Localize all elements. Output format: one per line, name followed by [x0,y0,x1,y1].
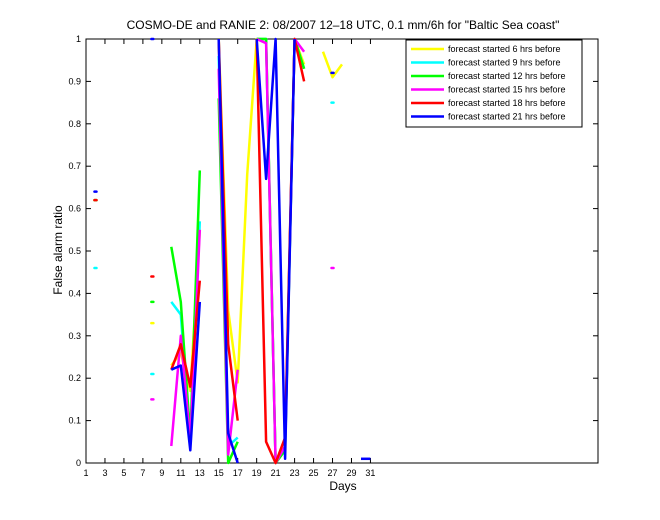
series-line [170,301,202,452]
series-line [255,37,296,461]
y-tick-label: 0.9 [68,76,81,86]
x-tick-label: 15 [214,468,224,478]
x-tick-label: 21 [271,468,281,478]
x-tick-label: 27 [328,468,338,478]
y-tick-label: 0.6 [68,204,81,214]
axis-ticks: 1 3 5 7 9 11 13 15 17 19 21 23 25 27 29 3100.10.20.30.4… [68,34,598,478]
x-tick-label: 13 [195,468,205,478]
legend-entry: forecast started 15 hrs before [448,85,566,95]
legend-entry: forecast started 9 hrs before [448,58,561,68]
y-tick-label: 0.8 [68,119,81,129]
x-tick-label: 9 [159,468,164,478]
legend-entry: forecast started 12 hrs before [448,71,566,81]
series-line [321,51,344,79]
x-tick-label: 25 [309,468,319,478]
x-tick-label: 31 [365,468,375,478]
x-tick-label: 29 [346,468,356,478]
y-tick-label: 0.3 [68,331,81,341]
y-tick-label: 0.4 [68,288,81,298]
y-axis-label: False alarm ratio [51,205,65,295]
y-tick-label: 0.5 [68,246,81,256]
x-tick-label: 7 [140,468,145,478]
x-tick-label: 1 [83,468,88,478]
x-tick-label: 17 [233,468,243,478]
x-tick-label: 19 [252,468,262,478]
x-tick-label: 11 [176,468,185,478]
x-tick-label: 23 [290,468,300,478]
y-tick-label: 1 [76,34,81,44]
series-line [170,280,202,388]
series-line [255,37,306,465]
series-line [217,38,239,464]
y-tick-label: 0.1 [68,416,81,426]
y-tick-label: 0.7 [68,161,81,171]
legend-box [405,39,583,128]
legend-entry: forecast started 21 hrs before [448,112,566,122]
x-tick-label: 3 [102,468,107,478]
series-6 [93,37,371,464]
legend-entry: forecast started 6 hrs before [448,44,561,54]
y-tick-label: 0.2 [68,373,81,383]
y-tick-label: 0 [76,458,81,468]
series-lines [93,37,371,465]
x-axis-label: Days [329,479,356,493]
x-tick-label: 5 [121,468,126,478]
chart-title: COSMO-DE and RANIE 2: 08/2007 12–18 UTC,… [127,18,560,32]
legend: forecast started 6 hrs before forecast st… [405,39,583,128]
legend-entry: forecast started 18 hrs before [448,98,566,108]
